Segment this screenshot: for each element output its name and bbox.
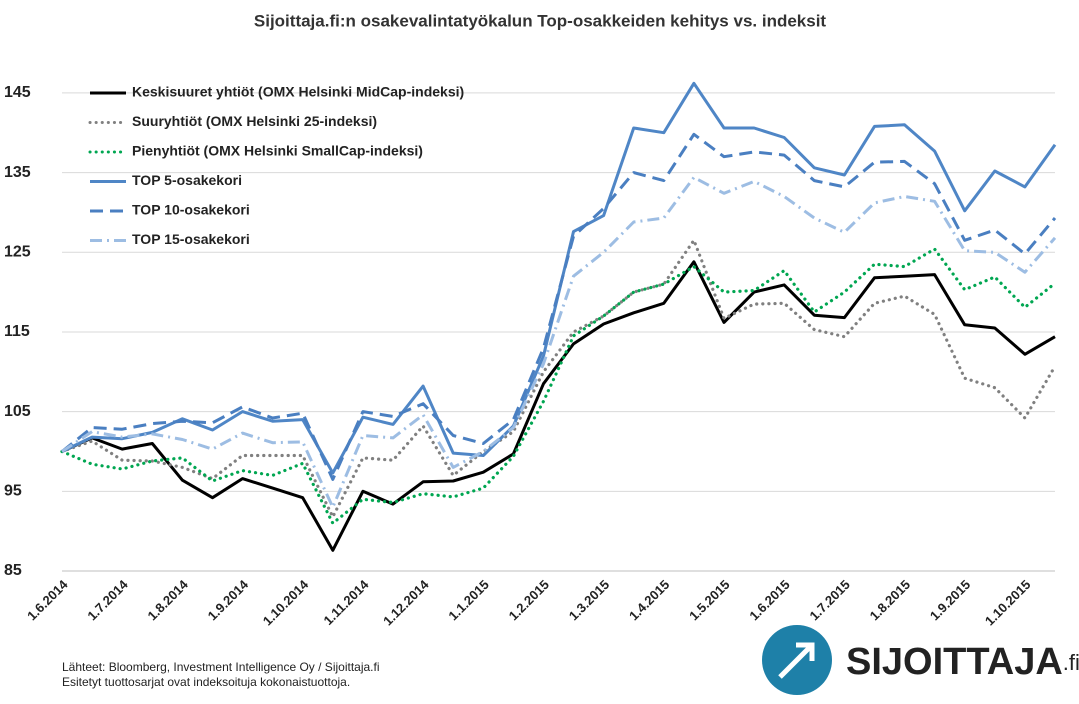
logo-suffix: .fi <box>1063 650 1079 675</box>
x-tick-label: 1.4.2015 <box>626 577 672 623</box>
x-tick-label: 1.6.2015 <box>746 577 792 623</box>
series-line <box>61 175 1057 509</box>
series-line <box>61 81 1057 475</box>
series-line <box>60 247 1057 525</box>
x-tick-label: 1.9.2014 <box>205 576 252 623</box>
legend-label: TOP 10-osakekori <box>132 202 250 218</box>
logo-arrow-head <box>796 642 815 661</box>
y-tick-label: 105 <box>4 403 31 420</box>
x-tick-label: 1.9.2015 <box>927 577 973 623</box>
source-note: Esitetyt tuottosarjat ovat indeksoituja … <box>62 675 350 689</box>
logo-arrow <box>778 643 814 679</box>
x-tick-label: 1.8.2014 <box>145 576 192 623</box>
x-tick-label: 1.11.2014 <box>320 576 372 628</box>
x-tick-label: 1.5.2015 <box>686 577 732 623</box>
x-tick-label: 1.8.2015 <box>867 577 913 623</box>
series-line <box>60 238 1057 519</box>
source-note: Lähteet: Bloomberg, Investment Intellige… <box>62 660 380 674</box>
legend-label: Suuryhtiöt (OMX Helsinki 25-indeksi) <box>132 113 377 129</box>
legend-label: TOP 5-osakekori <box>132 172 242 188</box>
x-tick-label: 1.6.2014 <box>24 576 71 623</box>
y-tick-label: 135 <box>4 164 31 181</box>
y-tick-label: 95 <box>4 483 22 500</box>
x-tick-label: 1.3.2015 <box>566 577 612 623</box>
x-tick-label: 1.2.2015 <box>506 577 552 623</box>
y-tick-label: 125 <box>4 243 31 260</box>
x-tick-label: 1.12.2014 <box>380 576 432 628</box>
legend-label: Keskisuuret yhtiöt (OMX Helsinki MidCap-… <box>132 84 464 100</box>
y-tick-label: 145 <box>4 84 31 101</box>
x-tick-label: 1.10.2014 <box>260 576 312 628</box>
x-tick-label: 1.10.2015 <box>982 577 1034 629</box>
logo: SIJOITTAJA.fi <box>762 625 1079 695</box>
chart-title: Sijoittaja.fi:n osakevalintatyökalun Top… <box>254 11 827 30</box>
series-line <box>61 260 1056 552</box>
series-line <box>61 132 1057 481</box>
y-tick-label: 115 <box>4 323 30 340</box>
logo-name: SIJOITTAJA <box>846 641 1063 683</box>
logo-text: SIJOITTAJA.fi <box>846 641 1079 683</box>
x-tick-label: 1.7.2015 <box>807 577 853 623</box>
legend-label: TOP 15-osakekori <box>132 231 250 247</box>
legend-label: Pienyhtiöt (OMX Helsinki SmallCap-indeks… <box>132 143 423 159</box>
y-tick-label: 85 <box>4 562 22 579</box>
x-tick-label: 1.1.2015 <box>445 577 491 623</box>
x-tick-label: 1.7.2014 <box>84 576 131 623</box>
